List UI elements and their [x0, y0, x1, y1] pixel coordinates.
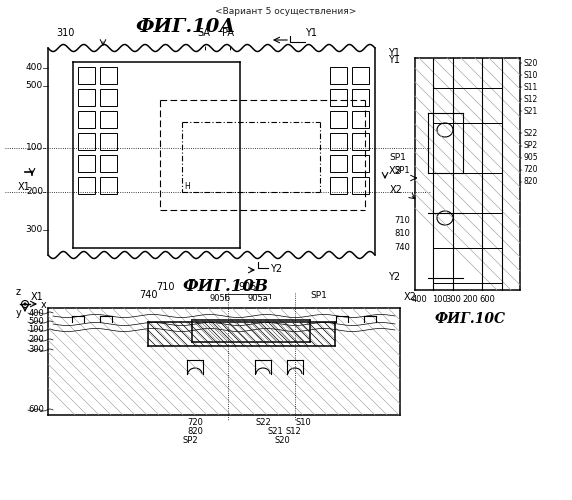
Text: SP1: SP1 [389, 153, 406, 162]
Bar [330, 133, 347, 150]
Text: 600: 600 [479, 295, 495, 304]
Text: S10: S10 [295, 418, 311, 427]
Text: <Вариант 5 осуществления>: <Вариант 5 осуществления> [215, 7, 357, 16]
Text: SP2: SP2 [182, 436, 198, 445]
Text: 740: 740 [139, 290, 157, 300]
Text: 200: 200 [462, 295, 478, 304]
Text: SP1: SP1 [310, 291, 327, 300]
Text: ФИГ.10С: ФИГ.10С [435, 312, 506, 326]
Text: SP1: SP1 [394, 166, 410, 175]
Text: 710: 710 [394, 216, 410, 225]
Bar [78, 67, 95, 84]
Bar [330, 155, 347, 172]
Text: 500: 500 [28, 318, 44, 326]
Text: 100: 100 [432, 295, 448, 304]
Text: 720: 720 [523, 166, 538, 174]
Text: ФИГ.10В: ФИГ.10В [182, 278, 268, 295]
Bar [100, 111, 117, 128]
Text: 200: 200 [28, 336, 44, 344]
Text: 300: 300 [28, 346, 44, 354]
Text: 600: 600 [28, 406, 44, 414]
Text: S12: S12 [285, 427, 301, 436]
Text: 820: 820 [523, 178, 537, 186]
Text: 740: 740 [394, 243, 410, 252]
Text: 905: 905 [239, 282, 257, 292]
Text: X1: X1 [18, 182, 31, 192]
Text: 300: 300 [26, 226, 43, 234]
Text: H: H [184, 182, 190, 191]
Text: Y1: Y1 [388, 55, 400, 65]
Bar [352, 155, 369, 172]
Bar [352, 111, 369, 128]
Text: X2: X2 [390, 185, 403, 195]
Bar [78, 111, 95, 128]
Text: S21: S21 [267, 427, 283, 436]
Text: X2: X2 [404, 292, 417, 302]
Text: 400: 400 [28, 308, 44, 318]
Text: 400: 400 [26, 64, 43, 72]
Bar [78, 89, 95, 106]
Text: 300: 300 [445, 295, 461, 304]
Text: 810: 810 [394, 229, 410, 238]
Bar [100, 177, 117, 194]
Bar [100, 133, 117, 150]
Circle shape [22, 300, 29, 308]
Text: 100: 100 [26, 144, 43, 152]
Text: S20: S20 [274, 436, 290, 445]
Text: S12: S12 [523, 94, 537, 104]
Text: X2: X2 [389, 166, 402, 176]
Text: Y2: Y2 [270, 264, 282, 274]
Bar [352, 89, 369, 106]
Text: X1: X1 [30, 292, 43, 302]
Text: 905b: 905b [209, 294, 231, 303]
Text: Y1: Y1 [388, 48, 400, 58]
Text: ФИГ.10А: ФИГ.10А [135, 18, 235, 36]
Text: 200: 200 [26, 188, 43, 196]
Text: SP2: SP2 [523, 142, 537, 150]
Text: Y1: Y1 [305, 28, 317, 38]
Bar [78, 133, 95, 150]
Bar [352, 177, 369, 194]
Text: S22: S22 [523, 128, 537, 138]
Text: 720: 720 [187, 418, 203, 427]
Text: 710: 710 [156, 282, 174, 292]
Circle shape [24, 303, 26, 305]
Text: x: x [41, 300, 47, 310]
Text: S10: S10 [523, 70, 537, 80]
Bar [330, 177, 347, 194]
Text: 310: 310 [56, 28, 74, 38]
Text: 905: 905 [523, 154, 538, 162]
Text: 100: 100 [28, 326, 44, 334]
Text: 500: 500 [26, 82, 43, 90]
Text: PA: PA [222, 28, 234, 38]
Text: 820: 820 [187, 427, 203, 436]
Bar [330, 111, 347, 128]
Text: z: z [16, 287, 21, 297]
Bar [352, 133, 369, 150]
Bar [330, 89, 347, 106]
Text: 400: 400 [412, 295, 428, 304]
Bar [330, 67, 347, 84]
Text: SA: SA [197, 28, 210, 38]
Bar [100, 89, 117, 106]
Text: S11: S11 [523, 82, 537, 92]
Bar [100, 155, 117, 172]
Text: S20: S20 [523, 58, 537, 68]
Text: S22: S22 [255, 418, 271, 427]
Text: S21: S21 [523, 106, 537, 116]
Bar [78, 177, 95, 194]
Text: 905a: 905a [248, 294, 268, 303]
Bar [100, 67, 117, 84]
Text: Y2: Y2 [388, 272, 400, 282]
Text: y: y [16, 308, 22, 318]
Bar [78, 155, 95, 172]
Bar [352, 67, 369, 84]
